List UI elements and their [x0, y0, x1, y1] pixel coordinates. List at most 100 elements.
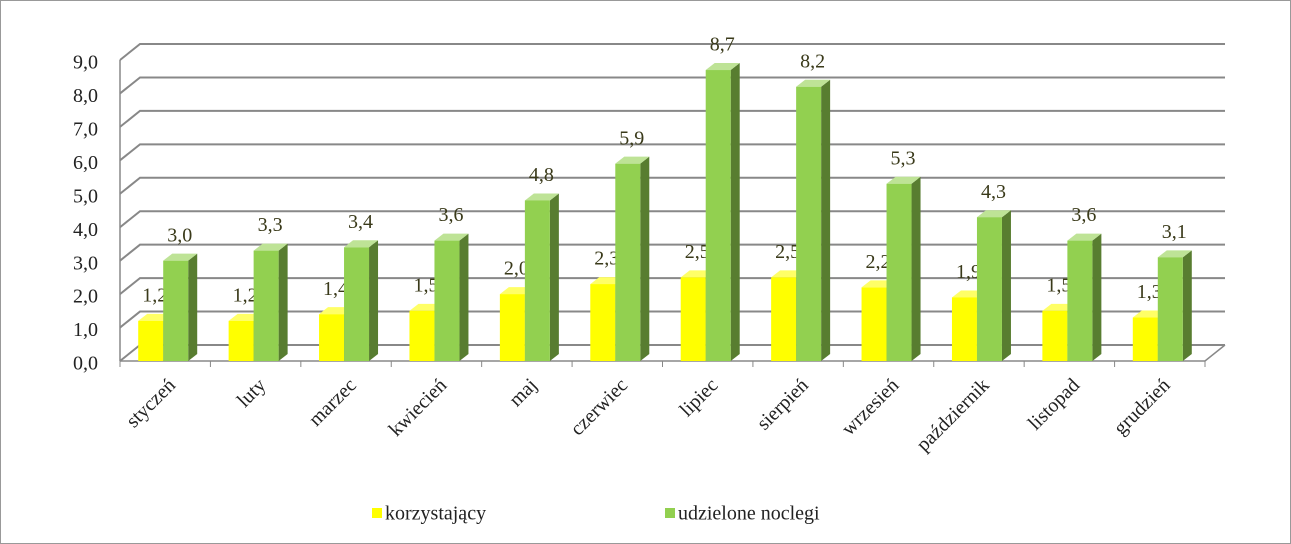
bar-top — [615, 156, 650, 164]
bar-front — [886, 183, 912, 361]
bar-label: 8,2 — [800, 50, 825, 72]
grid-line — [119, 243, 1225, 262]
grid-line — [119, 109, 1225, 128]
bar-top — [524, 193, 559, 201]
y-tick-label: 0,0 — [73, 353, 98, 375]
bar-front — [138, 320, 164, 361]
bar-top — [976, 210, 1011, 218]
bar — [615, 156, 650, 361]
bar-front — [1157, 257, 1183, 361]
bar-top — [1157, 250, 1192, 258]
grid-line — [119, 76, 1225, 95]
bar — [434, 233, 469, 361]
y-tick-label: 3,0 — [73, 252, 98, 274]
bar-label: 3,6 — [438, 204, 463, 226]
bar-label: 1,9 — [956, 261, 981, 283]
bar-label: 1,2 — [233, 284, 258, 306]
bar-front — [771, 277, 797, 361]
legend-label: korzystający — [385, 503, 486, 525]
bar — [796, 79, 831, 361]
bar — [163, 253, 198, 361]
y-tick-label: 6,0 — [73, 152, 98, 174]
bar-front — [705, 70, 731, 362]
bar-label: 1,5 — [1046, 274, 1071, 296]
y-tick-label: 2,0 — [73, 286, 98, 308]
bar-side — [369, 240, 379, 361]
bar — [1067, 233, 1102, 361]
bar-front — [590, 284, 616, 361]
bar-side — [1182, 250, 1192, 361]
y-tick-label: 8,0 — [73, 85, 98, 107]
bar-label: 1,5 — [413, 274, 438, 296]
y-tick-label: 7,0 — [73, 118, 98, 140]
bar-front — [409, 310, 435, 361]
bar-top — [705, 63, 740, 71]
grid-line — [119, 210, 1225, 229]
bar-label: 3,6 — [1071, 204, 1096, 226]
bar-side — [640, 156, 650, 361]
bar-label: 3,3 — [258, 214, 283, 236]
bar — [705, 63, 740, 362]
bar-front — [951, 297, 977, 361]
bar-side — [1001, 210, 1011, 361]
bar-label: 1,2 — [142, 284, 167, 306]
bar-front — [796, 86, 822, 361]
bar — [976, 210, 1011, 361]
bar-front — [319, 314, 345, 361]
bar-label: 1,3 — [1137, 281, 1162, 303]
y-tick-label: 4,0 — [73, 219, 98, 241]
bar-label: 2,0 — [504, 258, 529, 280]
bar-label: 2,5 — [685, 241, 710, 263]
grid-line — [119, 143, 1225, 162]
bar-front — [976, 217, 1002, 361]
grid-line — [119, 176, 1225, 195]
bar-label: 2,3 — [594, 248, 619, 270]
bar-label: 3,1 — [1162, 221, 1187, 243]
bar-top — [344, 240, 379, 248]
bar-front — [344, 247, 370, 361]
legend-label: udzielone noclegi — [678, 503, 820, 525]
bar-front — [228, 320, 254, 361]
y-tick-label: 5,0 — [73, 185, 98, 207]
bar-front — [861, 287, 887, 361]
bar — [253, 243, 288, 361]
bar-top — [163, 253, 198, 261]
bar — [1157, 250, 1192, 361]
bar-side — [278, 243, 288, 361]
bar-side — [821, 79, 831, 361]
grid-line — [119, 277, 1225, 295]
bar-label: 5,9 — [619, 127, 644, 149]
bar-label: 8,7 — [710, 34, 735, 56]
bar-label: 3,0 — [167, 224, 192, 246]
bar-label: 4,3 — [981, 181, 1006, 203]
legend-swatch — [372, 508, 382, 518]
bar-top — [886, 176, 921, 184]
bar-top — [434, 233, 469, 241]
bar-top — [1067, 233, 1102, 241]
bar-front — [1132, 317, 1158, 361]
bar-front — [499, 294, 525, 361]
bar-label: 2,2 — [866, 251, 891, 273]
bar-side — [188, 253, 198, 361]
bar-top — [796, 79, 831, 87]
bar-label: 5,3 — [891, 147, 916, 169]
bar-top — [253, 243, 288, 251]
bar-label: 3,4 — [348, 211, 373, 233]
bar-side — [549, 193, 559, 361]
bar-front — [615, 163, 641, 361]
bar-label: 4,8 — [529, 164, 554, 186]
bar-side — [911, 176, 921, 361]
bar-side — [1092, 233, 1102, 361]
bar-front — [434, 240, 460, 361]
bar — [524, 193, 559, 361]
bar-front — [1042, 310, 1068, 361]
bar-label: 1,4 — [323, 278, 348, 300]
bar-front — [1067, 240, 1093, 361]
bar-front — [680, 277, 706, 361]
grid-line — [119, 43, 1225, 61]
y-tick-label: 1,0 — [73, 319, 98, 341]
bar-front — [253, 250, 279, 361]
bar-front — [163, 260, 189, 361]
y-tick-label: 9,0 — [73, 52, 98, 74]
